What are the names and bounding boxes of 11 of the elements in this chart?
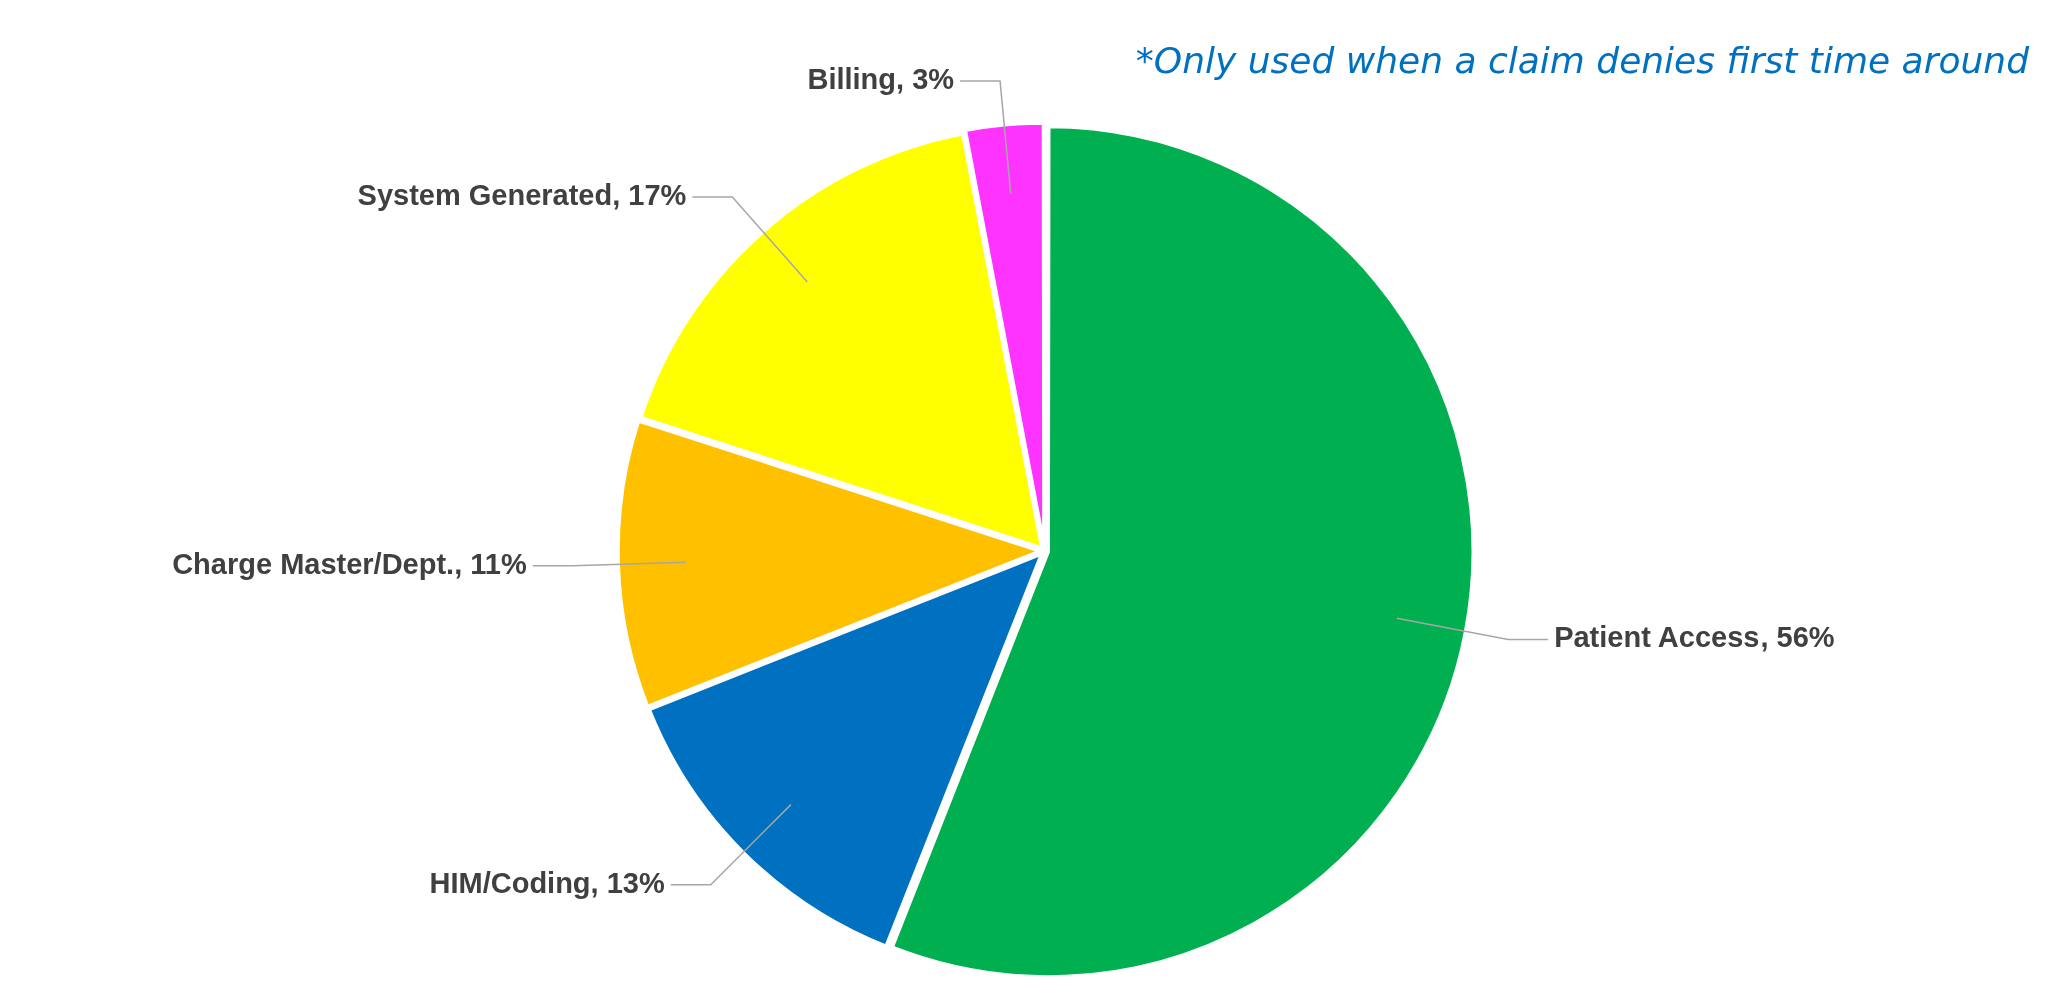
data-label: , 3% [896, 63, 955, 96]
slice-label: Patient Access [1554, 621, 1760, 654]
slice-label: Billing [807, 63, 897, 96]
data-label: , 17% [612, 178, 687, 211]
slice-label: System Generated [357, 178, 613, 211]
data-label: , 56% [1760, 621, 1835, 654]
text: *Only used when a claim denies first time around [1135, 40, 2029, 81]
slice-label: HIM/Coding [429, 866, 591, 899]
data-label: , 11% [454, 547, 527, 580]
slice-label: Charge Master/Dept. [172, 547, 455, 580]
data-label: , 13% [590, 866, 665, 899]
